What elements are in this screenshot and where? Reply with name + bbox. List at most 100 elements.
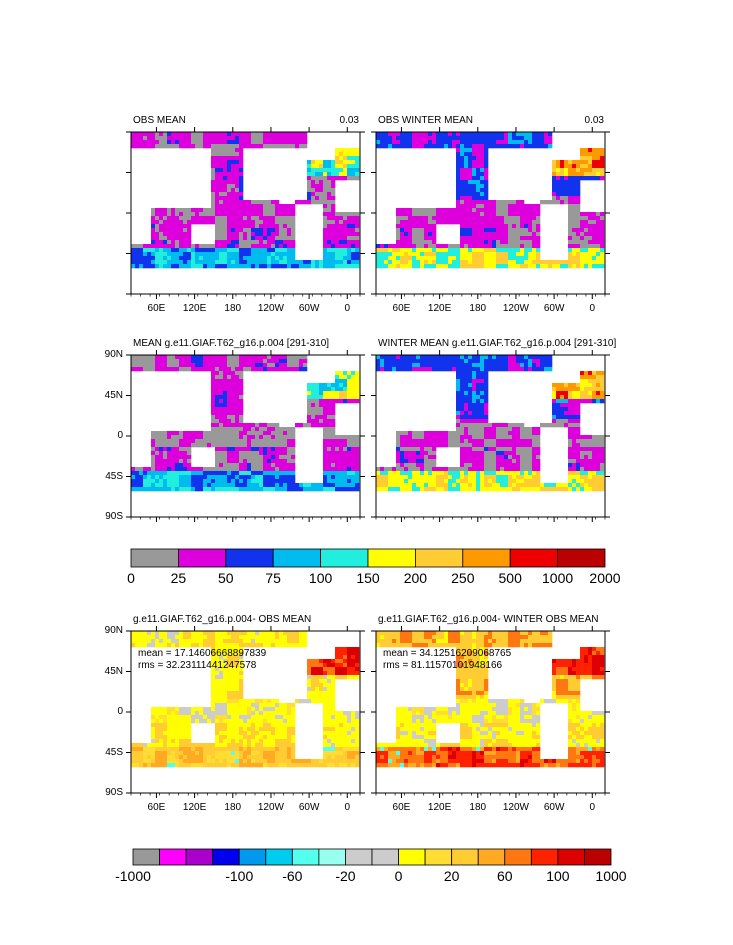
lon-label: 0 bbox=[344, 303, 351, 314]
lon-label: 120E bbox=[427, 303, 452, 314]
colorbar-a-swatch bbox=[367, 548, 416, 568]
lon-label: 60E bbox=[392, 802, 411, 813]
colorbar-a-swatch bbox=[130, 548, 179, 568]
colorbar-b-swatch bbox=[318, 848, 346, 866]
panel-title: OBS MEAN bbox=[133, 115, 186, 126]
panel-title: g.e11.GIAF.T62_g16.p.004- OBS MEAN bbox=[133, 614, 312, 625]
colorbar-b-swatch bbox=[345, 848, 373, 866]
lat-label: 90N bbox=[104, 625, 123, 636]
panel-title: OBS WINTER MEAN bbox=[378, 115, 474, 126]
colorbar-b-swatch bbox=[371, 848, 399, 866]
colorbar-b-swatch bbox=[398, 848, 426, 866]
tick-marks bbox=[126, 350, 365, 522]
tick-marks bbox=[371, 350, 610, 522]
lon-label: 0 bbox=[589, 303, 596, 314]
lon-label: 120E bbox=[427, 802, 452, 813]
colorbar-a-swatch bbox=[272, 548, 322, 568]
colorbar-a-label: 75 bbox=[265, 570, 281, 586]
rms-label: rms = 32.23111441247578 bbox=[138, 660, 257, 671]
colorbar-b-swatch bbox=[530, 848, 559, 866]
colorbar-a-label: 250 bbox=[451, 570, 475, 586]
lon-label: 120E bbox=[182, 303, 207, 314]
lon-label: 60E bbox=[147, 802, 166, 813]
lat-label: 90S bbox=[105, 511, 123, 522]
colorbar-a-swatch bbox=[225, 548, 274, 568]
lat-label: 0 bbox=[117, 706, 123, 717]
mean-label: mean = 17.14606668897839 bbox=[138, 648, 267, 659]
colorbar-b-label: 100 bbox=[546, 868, 570, 884]
lon-label: 0 bbox=[344, 802, 351, 813]
lat-label: 45N bbox=[104, 665, 123, 677]
colorbar-b-label: 1000 bbox=[595, 868, 627, 884]
lon-label: 60W bbox=[298, 802, 320, 813]
lon-label: 120W bbox=[502, 802, 529, 813]
lat-label: 0 bbox=[117, 430, 123, 441]
lat-label: 45N bbox=[104, 389, 123, 401]
map-panel-1 bbox=[126, 127, 365, 299]
colorbar-b-label: -1000 bbox=[115, 868, 151, 884]
colorbar-a-swatch bbox=[414, 548, 464, 568]
colorbar-a-label: 200 bbox=[403, 570, 428, 586]
colorbar-b-swatch bbox=[557, 848, 585, 866]
colorbar-a-label: 50 bbox=[218, 570, 234, 586]
panel-right-label: 0.03 bbox=[584, 115, 604, 126]
colorbar-a-swatch bbox=[557, 548, 606, 568]
panel-title: g.e11.GIAF.T62_g16.p.004- WINTER OBS MEA… bbox=[378, 614, 599, 625]
map-panel-5 bbox=[126, 626, 365, 798]
panel-title: WINTER MEAN g.e11.GIAF.T62_g16.p.004 [29… bbox=[378, 338, 617, 349]
colorbar-b-label: 0 bbox=[394, 868, 403, 884]
lon-label: 120W bbox=[257, 303, 284, 314]
colorbar-a-label: 150 bbox=[356, 570, 380, 586]
colorbar-b-label: 20 bbox=[443, 868, 460, 884]
colorbar-a-swatch bbox=[509, 548, 559, 568]
colorbar-b-label: 60 bbox=[496, 868, 513, 884]
lon-label: 60E bbox=[392, 303, 411, 314]
tick-marks bbox=[126, 127, 365, 299]
colorbar-a-swatch bbox=[320, 548, 369, 568]
colorbar-a-label: 0 bbox=[127, 570, 135, 586]
colorbar-b-swatch bbox=[424, 848, 453, 866]
colorbar-a-swatch bbox=[462, 548, 511, 568]
lon-label: 60W bbox=[298, 303, 320, 314]
colorbar-b-swatch bbox=[477, 848, 506, 866]
lon-label: 60W bbox=[543, 802, 565, 813]
map-panel-6 bbox=[371, 626, 610, 798]
colorbar-b-swatch bbox=[212, 848, 240, 866]
tick-marks bbox=[371, 127, 610, 299]
map-panel-2 bbox=[371, 127, 610, 299]
lon-label: 120E bbox=[182, 802, 207, 813]
colorbar-a-label: 1000 bbox=[542, 570, 574, 586]
colorbar-b-swatch bbox=[238, 848, 267, 866]
lat-label: 45S bbox=[105, 746, 123, 758]
lon-label: 0 bbox=[589, 802, 596, 813]
colorbar-a-label: 100 bbox=[308, 570, 333, 586]
colorbar-a-label: 25 bbox=[170, 570, 187, 586]
colorbar-b-swatch bbox=[132, 848, 160, 866]
tick-marks bbox=[371, 626, 610, 798]
colorbar-b-swatch bbox=[451, 848, 479, 866]
lon-label: 180 bbox=[469, 303, 487, 314]
colorbar-b bbox=[132, 848, 612, 866]
lon-label: 180 bbox=[224, 303, 242, 314]
lat-label: 90N bbox=[104, 349, 123, 360]
colorbar-b-label: -20 bbox=[335, 868, 356, 884]
lon-label: 120W bbox=[502, 303, 529, 314]
map-panel-4 bbox=[371, 350, 610, 522]
lon-label: 60E bbox=[147, 303, 166, 314]
colorbar-b-swatch bbox=[265, 848, 293, 866]
colorbar-b-swatch bbox=[185, 848, 214, 866]
colorbar-a-swatch bbox=[177, 548, 227, 568]
tick-marks bbox=[126, 626, 365, 798]
colorbar-a-label: 500 bbox=[498, 570, 522, 586]
panel-title: MEAN g.e11.GIAF.T62_g16.p.004 [291-310] bbox=[133, 338, 330, 349]
colorbar-a bbox=[130, 548, 606, 568]
colorbar-b-swatch bbox=[291, 848, 320, 866]
colorbar-b-label: -100 bbox=[225, 868, 254, 884]
map-panel-3 bbox=[126, 350, 365, 522]
colorbar-b-swatch bbox=[504, 848, 532, 866]
lon-label: 180 bbox=[224, 802, 242, 813]
lon-label: 60W bbox=[543, 303, 565, 314]
lon-label: 180 bbox=[469, 802, 487, 813]
rms-label: rms = 81.11570101948166 bbox=[383, 660, 503, 671]
